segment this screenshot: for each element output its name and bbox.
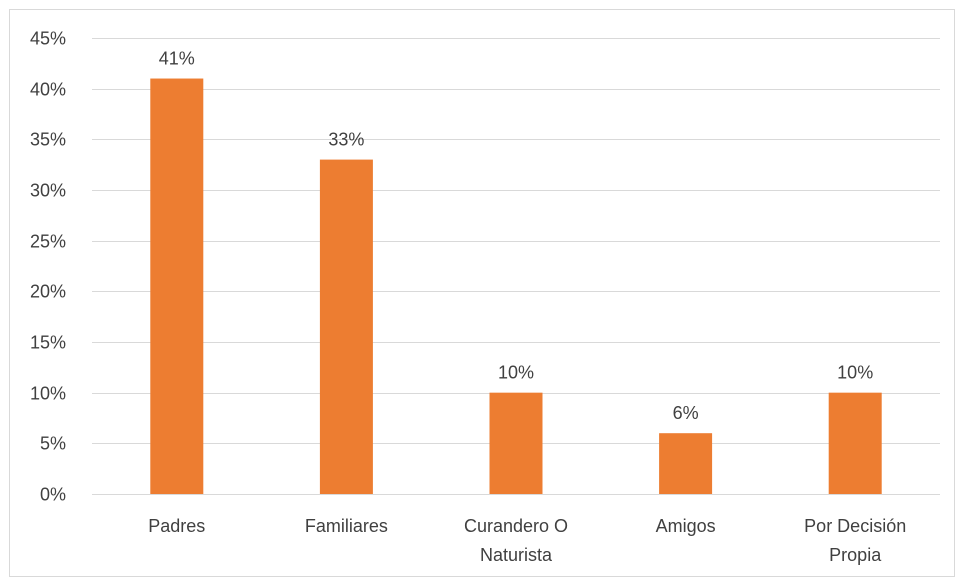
category-label: Curandero O xyxy=(464,516,568,536)
data-labels: 41% 33% 10% 6% 10% xyxy=(159,49,873,424)
data-label: 6% xyxy=(673,403,699,423)
y-tick-label: 45% xyxy=(30,29,66,49)
y-tick-label: 25% xyxy=(30,232,66,252)
y-tick-label: 0% xyxy=(40,485,66,505)
y-tick-label: 20% xyxy=(30,282,66,302)
bar xyxy=(150,78,204,495)
y-axis-ticks: 0% 5% 10% 15% 20% 25% 30% 35% 40% 45% xyxy=(30,29,66,505)
gridlines xyxy=(92,38,940,495)
category-label: Propia xyxy=(829,545,882,565)
category-label: Padres xyxy=(148,516,205,536)
data-label: 41% xyxy=(159,49,195,69)
data-label: 10% xyxy=(837,363,873,383)
bar xyxy=(659,433,713,494)
y-tick-label: 15% xyxy=(30,333,66,353)
bars xyxy=(150,78,882,495)
y-tick-label: 10% xyxy=(30,384,66,404)
bar xyxy=(319,159,373,494)
x-axis-categories: Padres Familiares Curandero O Naturista Amig… xyxy=(148,516,906,565)
category-label: Amigos xyxy=(656,516,716,536)
y-tick-label: 40% xyxy=(30,80,66,100)
y-tick-label: 30% xyxy=(30,181,66,201)
category-label: Naturista xyxy=(480,545,553,565)
data-label: 33% xyxy=(328,130,364,150)
data-label: 10% xyxy=(498,363,534,383)
bar xyxy=(828,392,882,494)
y-tick-label: 35% xyxy=(30,130,66,150)
y-tick-label: 5% xyxy=(40,434,66,454)
bar xyxy=(489,392,543,494)
category-label: Familiares xyxy=(305,516,388,536)
category-label: Por Decisión xyxy=(804,516,906,536)
